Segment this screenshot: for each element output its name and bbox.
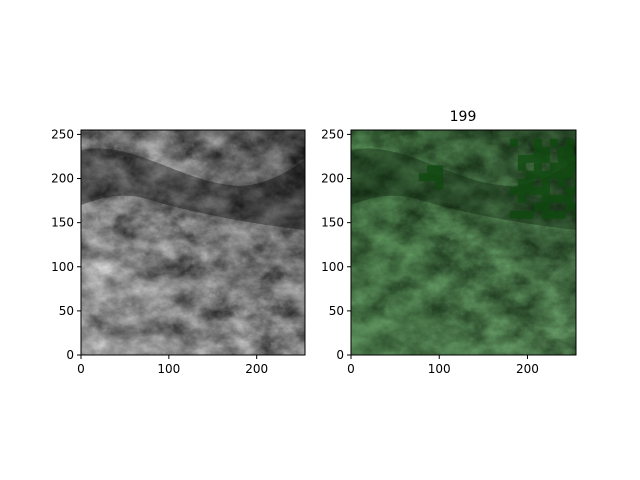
mask-patch-block <box>541 154 550 163</box>
left-image <box>81 130 305 355</box>
mask-patches <box>418 138 576 219</box>
mask-patch-block <box>549 194 558 203</box>
mask-patch-block <box>533 138 542 147</box>
left-y-tick-label: 200 <box>51 172 74 186</box>
mask-patch-block <box>533 170 542 179</box>
mask-patch-block <box>533 162 542 171</box>
mask-patch-block <box>434 173 443 182</box>
mask-patch-block <box>565 202 574 211</box>
left-y-tick-label: 0 <box>66 348 74 362</box>
mask-patch-block <box>557 146 566 155</box>
mask-patch-block <box>533 202 542 211</box>
right-axes: 0 100 200 0 50 100 150 200 250 <box>321 127 539 376</box>
mask-patch-block <box>541 186 550 195</box>
mask-patch-block <box>434 181 443 190</box>
mask-patch-block <box>565 170 574 179</box>
mask-patch-block <box>434 165 443 174</box>
mask-patch-block <box>557 170 566 179</box>
left-axes-frame <box>80 129 306 356</box>
mask-patch-block <box>509 138 518 147</box>
mask-patch-block <box>573 186 576 195</box>
mask-patch-block <box>533 146 542 155</box>
mask-patch-block <box>541 178 550 187</box>
mask-patch-block <box>565 194 574 203</box>
mask-patch-block <box>557 154 566 163</box>
mask-patch-block <box>541 210 550 219</box>
mask-patch-block <box>573 178 576 187</box>
mask-patch-block <box>541 170 550 179</box>
mask-patch-block <box>549 162 558 171</box>
mask-patch-block <box>573 154 576 163</box>
mask-patch-block <box>557 194 566 203</box>
mask-patch-block <box>549 170 558 179</box>
left-image-panel: 0 100 200 0 50 100 150 200 250 <box>51 127 306 376</box>
mask-patch-block <box>533 186 542 195</box>
mask-patch-block <box>525 178 534 187</box>
right-x-tick-label: 0 <box>347 362 355 376</box>
left-axes: 0 100 200 0 50 100 150 200 250 <box>51 127 268 376</box>
right-y-tick-label: 0 <box>336 348 344 362</box>
mask-patch-block <box>525 170 534 179</box>
left-y-tick-label: 250 <box>51 127 74 141</box>
mask-patch-block <box>565 138 574 147</box>
right-axes-frame <box>350 129 577 356</box>
mask-patch-block <box>541 194 550 203</box>
right-y-tick-label: 150 <box>321 216 344 230</box>
right-image-panel: 199 0 100 200 0 50 100 150 200 250 <box>321 109 577 376</box>
mask-patch-block <box>509 186 518 195</box>
mask-patch-block <box>517 178 526 187</box>
mask-patch-block <box>533 154 542 163</box>
mask-patch-block <box>565 186 574 195</box>
mask-patch-block <box>565 146 574 155</box>
mask-patch-block <box>573 202 576 211</box>
mask-patch-block <box>517 194 526 203</box>
mask-patch-block <box>549 210 558 219</box>
mask-patch-block <box>525 154 534 163</box>
mask-patch-block <box>549 138 558 147</box>
mask-patch-block <box>418 173 427 182</box>
mask-patch-block <box>541 146 550 155</box>
left-x-tick-label: 0 <box>77 362 85 376</box>
mask-patch-block <box>509 210 518 219</box>
mask-patch-block <box>426 165 435 174</box>
mask-patch-block <box>517 154 526 163</box>
mask-patch-block <box>517 186 526 195</box>
left-y-tick-label: 150 <box>51 216 74 230</box>
mask-patch-block <box>557 210 566 219</box>
mask-patch-block <box>426 173 435 182</box>
mask-patch-block <box>541 202 550 211</box>
right-y-tick-label: 100 <box>321 260 344 274</box>
mask-patch-block <box>525 186 534 195</box>
mask-patch-block <box>565 162 574 171</box>
mask-patch-block <box>517 162 526 171</box>
left-x-tick-label: 200 <box>245 362 268 376</box>
right-panel-title: 199 <box>450 109 477 125</box>
mask-patch-block <box>525 210 534 219</box>
right-y-tick-label: 250 <box>321 127 344 141</box>
left-y-tick-label: 100 <box>51 260 74 274</box>
left-y-tick-label: 50 <box>59 304 74 318</box>
left-x-tick-label: 100 <box>157 362 180 376</box>
mask-patch-block <box>573 210 576 219</box>
right-image <box>351 130 576 355</box>
mask-patch-block <box>573 162 576 171</box>
right-x-tick-label: 100 <box>428 362 451 376</box>
mask-patch-block <box>517 210 526 219</box>
mask-patch-block <box>557 162 566 171</box>
right-y-tick-label: 200 <box>321 172 344 186</box>
right-y-tick-label: 50 <box>329 304 344 318</box>
mask-patch-block <box>565 154 574 163</box>
mask-patch-block <box>557 178 566 187</box>
right-x-tick-label: 200 <box>516 362 539 376</box>
